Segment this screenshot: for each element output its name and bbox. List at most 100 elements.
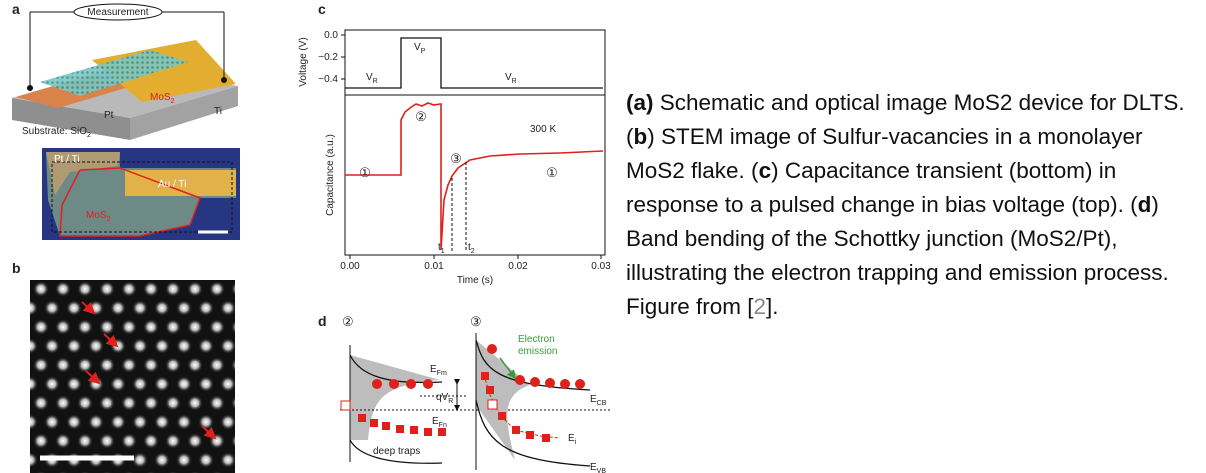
tick-label: 0.00 — [340, 261, 360, 272]
phase-label: ① — [359, 165, 371, 180]
label: VB — [597, 468, 607, 473]
trap — [410, 426, 418, 434]
voltage-trace — [345, 38, 603, 88]
label: Substrate: SiO2 — [22, 126, 91, 139]
phase-label: ② — [415, 109, 427, 124]
label: MoS — [86, 210, 107, 221]
label: i — [575, 439, 577, 446]
trap — [341, 401, 350, 410]
label: P — [421, 48, 426, 55]
label: MoS — [150, 92, 171, 103]
label: 1 — [441, 248, 445, 255]
label: VP — [414, 42, 426, 55]
label: 300 K — [530, 124, 556, 135]
stem-image — [30, 280, 235, 473]
trap — [358, 414, 366, 422]
trap — [438, 428, 446, 436]
label: qV — [436, 392, 449, 403]
depletion — [350, 355, 440, 440]
phase-label: ③ — [450, 151, 462, 166]
trap — [498, 412, 506, 420]
electron — [406, 379, 416, 389]
tick-label: 0.02 — [508, 261, 528, 272]
capacitance-trace — [345, 103, 603, 250]
electron — [560, 379, 570, 389]
figure: a Measurement MoS2 Pt Ti Substrate: SiO2… — [0, 0, 620, 473]
label: Pt / Ti — [54, 154, 80, 165]
panel-label: d — [318, 313, 327, 329]
trap — [382, 422, 390, 430]
label: Ti — [214, 106, 222, 117]
trap — [396, 425, 404, 433]
contact — [27, 85, 33, 91]
label: CB — [597, 400, 607, 407]
label: EVB — [590, 462, 606, 473]
depletion — [476, 340, 530, 460]
panel-label: a — [12, 1, 20, 17]
tick-label: −0.4 — [318, 74, 338, 85]
label: VR — [366, 72, 378, 85]
electron — [389, 379, 399, 389]
label: VR — [505, 72, 517, 85]
label: ECB — [590, 394, 607, 407]
stage-label: ② — [342, 314, 354, 329]
tick-label: 0.0 — [324, 30, 338, 41]
label: deep traps — [373, 446, 420, 457]
trap — [481, 372, 489, 380]
electron — [515, 375, 525, 385]
label: 2 — [471, 248, 475, 255]
electron — [423, 379, 433, 389]
contact — [221, 77, 227, 83]
electron — [545, 378, 555, 388]
label: Fm — [437, 370, 447, 377]
caption-text: b — [634, 124, 648, 149]
caption: (a) Schematic and optical image MoS2 dev… — [626, 86, 1206, 324]
electron — [372, 379, 382, 389]
phase-label: ① — [546, 165, 558, 180]
label: R — [373, 78, 378, 85]
label: EFn — [432, 416, 447, 429]
caption-text: (a) — [626, 90, 654, 115]
tick-label: 0.03 — [591, 261, 611, 272]
trap — [488, 400, 497, 409]
caption-text: c — [759, 158, 772, 183]
y-ticks — [341, 35, 345, 79]
label: emission — [518, 346, 557, 357]
label: Ei — [568, 433, 577, 446]
tick-label: −0.2 — [318, 52, 338, 63]
label: R — [512, 78, 517, 85]
caption-text: d — [1138, 192, 1152, 217]
label: EFm — [430, 364, 447, 377]
label: Measurement — [87, 7, 148, 18]
electron — [530, 377, 540, 387]
trap — [526, 431, 534, 439]
reference-link[interactable]: 2 — [754, 294, 767, 319]
tick-label: 0.01 — [424, 261, 444, 272]
trap — [370, 419, 378, 427]
label: qVR — [436, 392, 453, 405]
label: Substrate: SiO — [22, 126, 87, 137]
panel-label: b — [12, 260, 21, 276]
trap — [486, 386, 494, 394]
trap — [542, 434, 550, 442]
axis-label: Capacitance (a.u.) — [325, 134, 336, 216]
trap — [512, 426, 520, 434]
label: 2 — [87, 132, 91, 139]
label: R — [448, 398, 453, 405]
page: a Measurement MoS2 Pt Ti Substrate: SiO2… — [0, 0, 1206, 473]
trap — [424, 428, 432, 436]
plot-frame — [345, 30, 605, 95]
caption-text: ]. — [766, 294, 779, 319]
label: Fn — [439, 422, 447, 429]
label: Electron — [518, 334, 555, 345]
label: 2 — [107, 216, 111, 223]
label: t2 — [468, 242, 475, 255]
axis-label: Voltage (V) — [298, 37, 309, 86]
stage-label: ③ — [470, 314, 482, 329]
electron — [575, 379, 585, 389]
electron — [487, 344, 497, 354]
label: 2 — [171, 98, 175, 105]
panel-label: c — [318, 1, 326, 17]
label: Au / Ti — [158, 179, 186, 190]
label: Pt — [104, 110, 114, 121]
